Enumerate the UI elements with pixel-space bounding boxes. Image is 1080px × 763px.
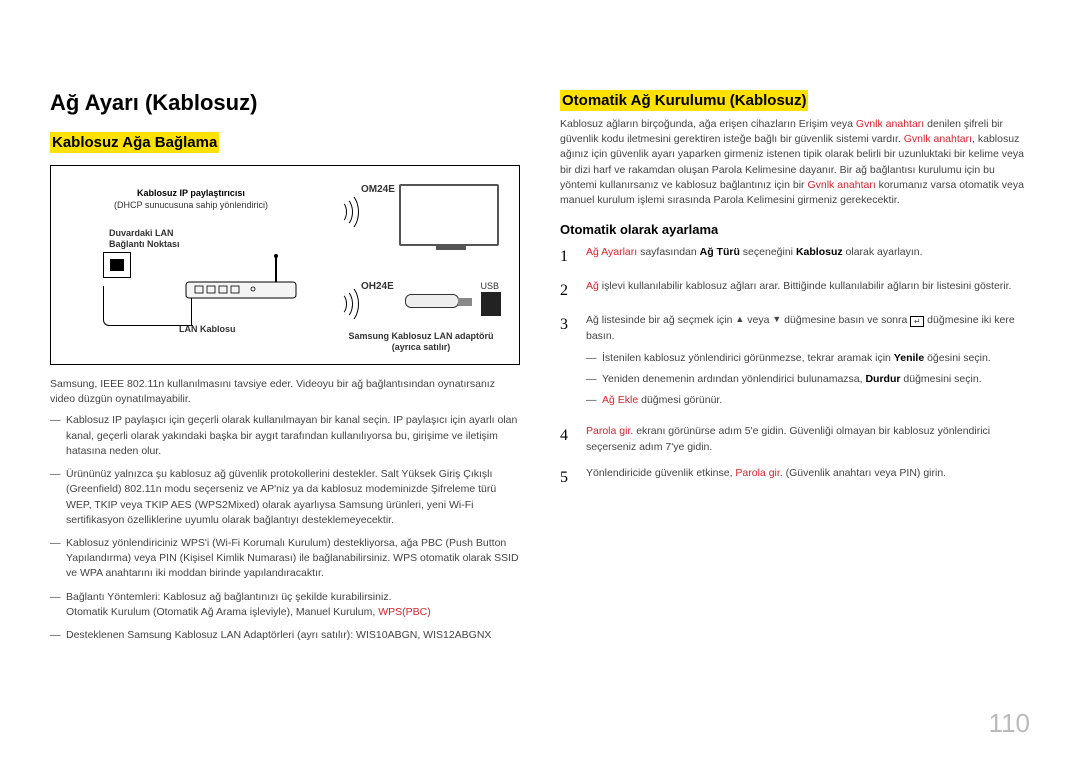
- router-label: Kablosuz IP paylaştırıcısı (DHCP sunucus…: [101, 188, 281, 211]
- network-diagram: Kablosuz IP paylaştırıcısı (DHCP sunucus…: [50, 165, 520, 365]
- step: 4 Parola gir. ekranı görünürse adım 5'e g…: [560, 424, 1030, 456]
- step-number: 5: [560, 466, 574, 490]
- usb-box-icon: [481, 292, 501, 316]
- right-column: Otomatik Ağ Kurulumu (Kablosuz) Kablosuz…: [560, 90, 1030, 651]
- section-heading-connect: Kablosuz Ağa Bağlama: [50, 132, 219, 153]
- adapter-icon: [405, 294, 459, 308]
- wall-port-icon: [103, 252, 131, 278]
- step-body: Yönlendiricide güvenlik etkinse, Parola …: [586, 466, 1030, 490]
- cable-line: [103, 286, 193, 326]
- step: 2 Ağ işlevi kullanılabilir kablosuz ağlar…: [560, 279, 1030, 303]
- note-item: Ürününüz yalnızca şu kablosuz ağ güvenli…: [50, 467, 520, 528]
- step: 1 Ağ Ayarları sayfasından Ağ Türü seçeneğ…: [560, 245, 1030, 269]
- step-subitem: Yeniden denemenin ardından yönlendirici …: [586, 372, 1030, 387]
- note-item: Desteklenen Samsung Kablosuz LAN Adaptör…: [50, 628, 520, 643]
- step-number: 3: [560, 313, 574, 414]
- router-icon: [181, 254, 311, 304]
- om24e-label: OM24E: [361, 184, 395, 195]
- step-body: Parola gir. ekranı görünürse adım 5'e gi…: [586, 424, 1030, 456]
- step-number: 1: [560, 245, 574, 269]
- wifi-waves-icon: [333, 284, 359, 324]
- usb-label: USB: [480, 281, 499, 291]
- wifi-waves-icon: [333, 192, 359, 232]
- auto-intro: Kablosuz ağların birçoğunda, ağa erişen …: [560, 117, 1030, 208]
- step-body: Ağ Ayarları sayfasından Ağ Türü seçeneği…: [586, 245, 1030, 269]
- step-subitem: İstenilen kablosuz yönlendirici görünmez…: [586, 351, 1030, 366]
- oh24e-label: OH24E: [361, 281, 394, 292]
- step: 3Ağ listesinde bir ağ seçmek için ▲ veya…: [560, 313, 1030, 414]
- intro-text: Samsung, IEEE 802.11n kullanılmasını tav…: [50, 377, 520, 407]
- page-title: Ağ Ayarı (Kablosuz): [50, 90, 520, 116]
- monitor-icon: [399, 184, 499, 246]
- steps-list: 1 Ağ Ayarları sayfasından Ağ Türü seçeneğ…: [560, 245, 1030, 490]
- subsection-heading: Otomatik olarak ayarlama: [560, 222, 1030, 237]
- note-item: Kablosuz yönlendiriciniz WPS'i (Wi-Fi Ko…: [50, 536, 520, 582]
- step-body: Ağ listesinde bir ağ seçmek için ▲ veya …: [586, 313, 1030, 414]
- note-item: Kablosuz IP paylaşıcı için geçerli olara…: [50, 413, 520, 459]
- step-body: Ağ işlevi kullanılabilir kablosuz ağları…: [586, 279, 1030, 303]
- step: 5 Yönlendiricide güvenlik etkinse, Parola…: [560, 466, 1030, 490]
- step-number: 4: [560, 424, 574, 456]
- step-sublist: İstenilen kablosuz yönlendirici görünmez…: [586, 351, 1030, 409]
- notes-list: Kablosuz IP paylaşıcı için geçerli olara…: [50, 413, 520, 643]
- step-number: 2: [560, 279, 574, 303]
- lan-port-label: Duvardaki LAN Bağlantı Noktası: [109, 228, 209, 250]
- left-column: Ağ Ayarı (Kablosuz) Kablosuz Ağa Bağlama…: [50, 90, 520, 651]
- enter-icon: [910, 316, 924, 327]
- section-heading-auto: Otomatik Ağ Kurulumu (Kablosuz): [560, 90, 808, 111]
- page-number: 110: [989, 708, 1030, 739]
- step-subitem: Ağ Ekle düğmesi görünür.: [586, 393, 1030, 408]
- note-item: Bağlantı Yöntemleri: Kablosuz ağ bağlant…: [50, 590, 520, 620]
- adapter-label: Samsung Kablosuz LAN adaptörü (ayrıca sa…: [321, 331, 521, 354]
